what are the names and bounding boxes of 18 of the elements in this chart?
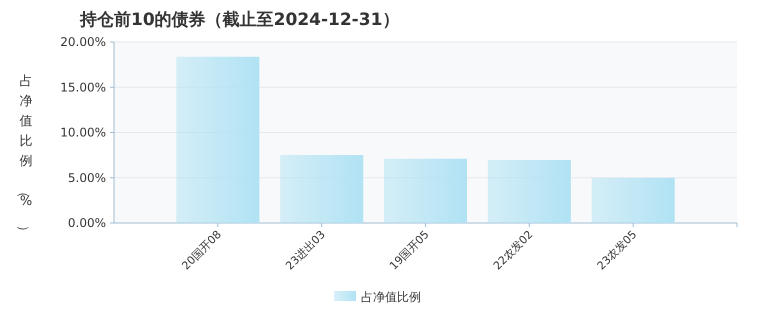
bar bbox=[488, 160, 571, 223]
bar bbox=[176, 56, 260, 223]
x-tick-label: 23农发05 bbox=[594, 228, 640, 272]
y-tick-label: 0.00% bbox=[68, 216, 106, 230]
y-tick-label: 20.00% bbox=[60, 35, 106, 49]
x-tick-label: 19国开05 bbox=[387, 228, 432, 272]
legend-label: 占净值比例 bbox=[361, 290, 421, 304]
x-tick-label: 22农发02 bbox=[490, 228, 536, 272]
bar bbox=[592, 178, 675, 223]
y-tick-label: 5.00% bbox=[68, 170, 106, 185]
chart-title: 持仓前10的债券（截止至2024-12-31） bbox=[79, 10, 400, 30]
y-tick-label: 10.00% bbox=[60, 126, 106, 140]
x-tick-label: 20国开08 bbox=[179, 228, 224, 272]
bar bbox=[280, 155, 364, 223]
y-tick-label: 15.00% bbox=[60, 80, 106, 94]
ylabel: 占净值比例（%） bbox=[16, 74, 32, 238]
bar bbox=[384, 158, 468, 223]
x-tick-label: 23进出03 bbox=[283, 228, 328, 272]
